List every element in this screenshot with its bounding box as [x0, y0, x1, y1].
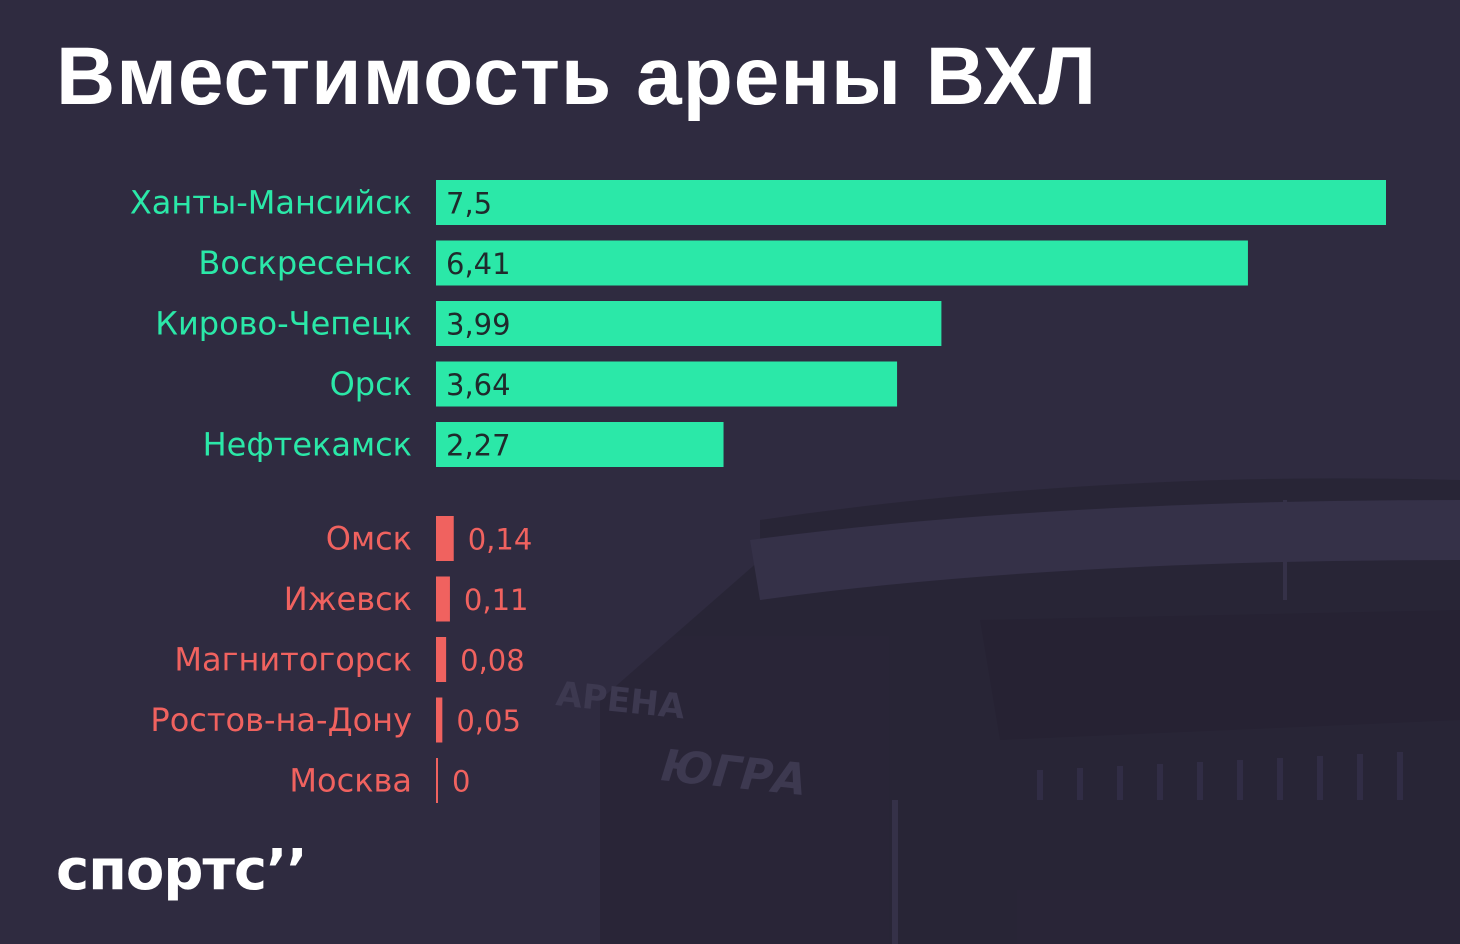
category-label: Ханты-Мансийск [130, 184, 412, 222]
bar [436, 697, 443, 743]
page-title: Вместимость арены ВХЛ [56, 31, 1098, 122]
category-label: Нефтекамск [203, 426, 412, 464]
category-label: Москва [289, 762, 412, 800]
value-label: 6,41 [446, 247, 511, 281]
value-label: 0,14 [468, 523, 533, 557]
category-label: Кирово-Чепецк [155, 305, 412, 343]
value-label: 0,11 [464, 583, 529, 617]
category-label: Ростов-на-Дону [150, 701, 412, 739]
bar [436, 301, 942, 346]
bar [436, 758, 438, 803]
bar [436, 422, 724, 467]
brand-logo: спортс’’ [56, 838, 308, 903]
category-label: Омск [326, 520, 412, 558]
category-label: Магнитогорск [174, 641, 412, 679]
bar [436, 637, 447, 682]
category-label: Орск [330, 365, 412, 403]
value-label: 0 [452, 765, 470, 799]
bar [436, 576, 450, 622]
bar [436, 240, 1248, 286]
category-label: Ижевск [284, 580, 412, 618]
bar [436, 180, 1386, 225]
value-label: 2,27 [446, 429, 511, 463]
bar [436, 361, 898, 407]
value-label: 0,08 [460, 644, 525, 678]
bar [436, 516, 454, 561]
value-label: 0,05 [456, 704, 521, 738]
value-label: 7,5 [446, 187, 492, 221]
category-label: Воскресенск [198, 244, 412, 282]
value-label: 3,99 [446, 308, 511, 342]
value-label: 3,64 [446, 368, 511, 402]
